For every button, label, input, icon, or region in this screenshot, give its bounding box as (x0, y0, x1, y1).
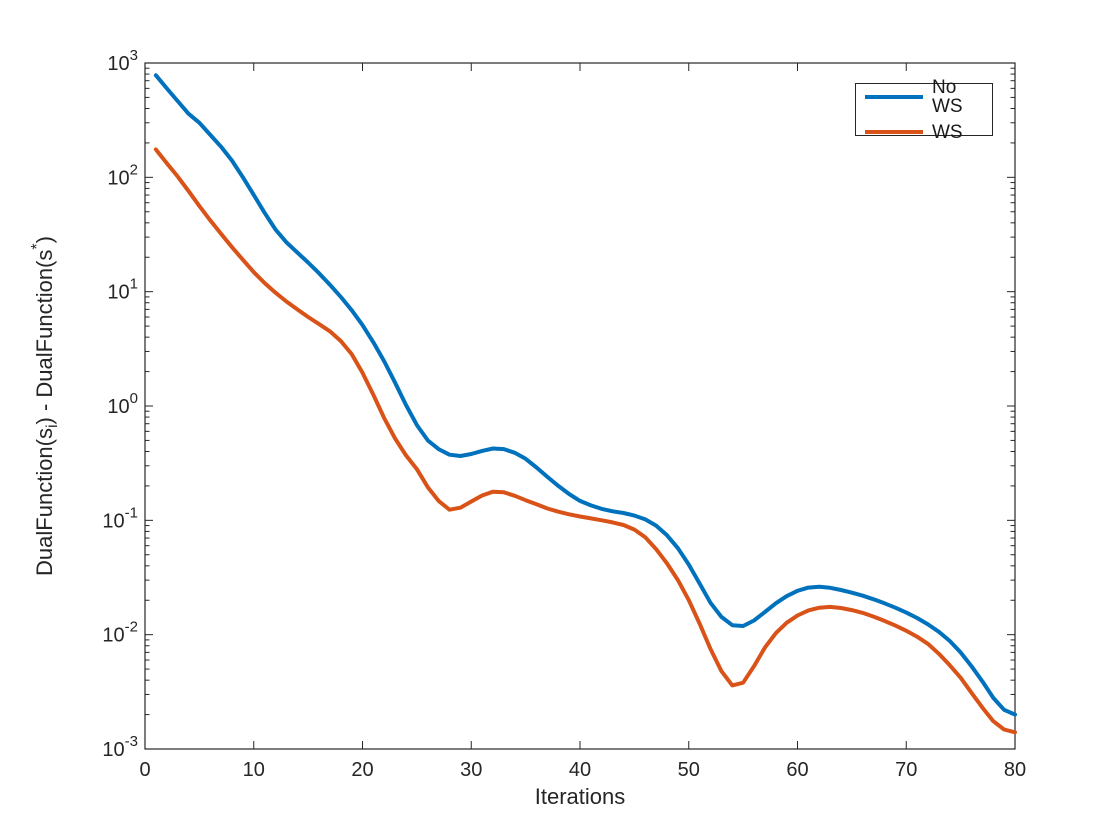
y-tick-label: 10-2 (102, 619, 138, 647)
series-line-ws (153, 147, 1017, 735)
legend-item-ws: WS (865, 123, 992, 142)
y-tick-label: 103 (107, 47, 138, 75)
x-tick-label: 30 (460, 759, 482, 781)
y-tick-label: 10-3 (102, 733, 138, 761)
y-tick-label: 102 (107, 161, 138, 189)
x-tick-label: 40 (569, 759, 591, 781)
y-tick-label: 100 (107, 390, 138, 418)
x-tick-label: 80 (1004, 759, 1026, 781)
x-tick-label: 20 (351, 759, 373, 781)
legend-swatch-no-ws (865, 94, 923, 99)
y-tick-label: 10-1 (102, 504, 138, 532)
axes-box (144, 62, 1016, 750)
y-axis-label: DualFunction(si​) - DualFunction(s*​) (29, 236, 61, 576)
legend: No WS WS (855, 78, 993, 142)
x-tick-label: 70 (895, 759, 917, 781)
legend-item-no-ws: No WS (865, 78, 992, 116)
legend-label-ws: WS (932, 121, 963, 143)
x-tick-label: 0 (139, 759, 150, 781)
x-tick-label: 50 (678, 759, 700, 781)
x-axis-label: Iterations (534, 784, 626, 809)
series-line-no-ws (153, 73, 1017, 717)
legend-label-no-ws: No WS (932, 76, 963, 117)
y-tick-label: 101 (107, 276, 138, 304)
legend-swatch-ws (865, 130, 923, 134)
x-tick-label: 10 (243, 759, 265, 781)
x-tick-label: 60 (786, 759, 808, 781)
